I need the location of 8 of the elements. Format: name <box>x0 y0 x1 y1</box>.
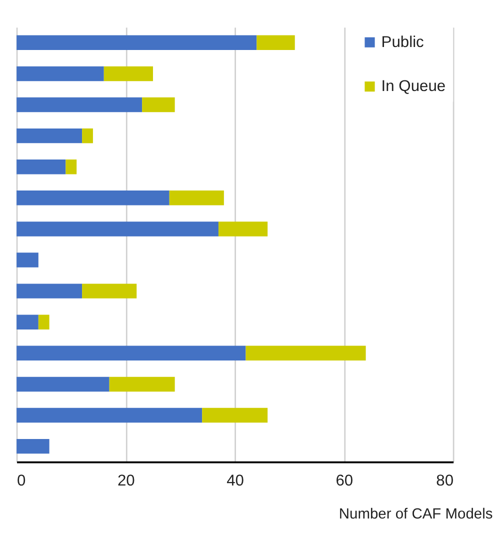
legend-label: Public <box>381 34 424 51</box>
x-tick-label: 60 <box>336 472 354 490</box>
x-tick-label: 80 <box>436 472 454 490</box>
x-tick-label: 20 <box>117 472 136 490</box>
legend-label: In Queue <box>381 78 446 96</box>
x-tick-label: 0 <box>17 472 26 490</box>
x-axis-title: Number of CAF Models <box>338 506 493 522</box>
x-tick-label: 40 <box>226 472 244 490</box>
